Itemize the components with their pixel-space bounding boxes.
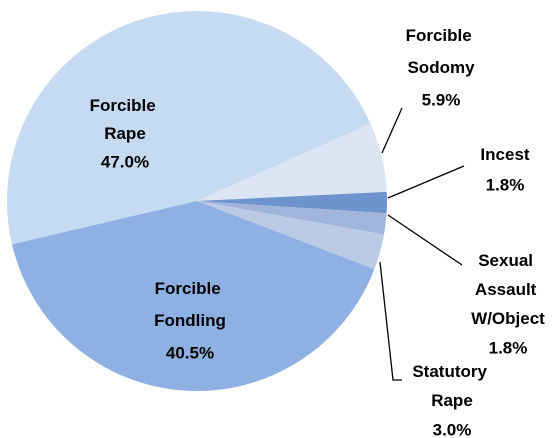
label-line: Forcible	[155, 279, 226, 298]
pie-slice	[197, 201, 387, 235]
label-line: Rape	[431, 391, 473, 410]
category-label: Sexual Assault W/Object	[471, 251, 545, 328]
value-label: 1.8%	[486, 175, 525, 194]
label-line: Fondling	[154, 311, 226, 330]
category-label: Forcible Rape	[90, 96, 161, 143]
pie-slice	[12, 201, 375, 392]
category-label: Forcible Fondling	[154, 279, 226, 330]
pie-slice	[197, 123, 387, 201]
label-line: W/Object	[471, 309, 545, 328]
label-line: Statutory	[412, 362, 491, 381]
leader-line	[379, 261, 402, 381]
category-label: Forcible Sodomy	[406, 26, 477, 77]
category-label: Incest	[480, 145, 529, 164]
value-label: 1.8%	[489, 338, 528, 357]
leader-line	[387, 165, 465, 199]
label-line: Rape	[104, 124, 146, 143]
leader-line	[381, 107, 403, 154]
category-label: Statutory Rape	[412, 362, 491, 410]
label-line: Sodomy	[407, 58, 475, 77]
value-label: 40.5%	[166, 343, 214, 362]
label-line: Forcible	[90, 96, 161, 115]
pie-slice	[6, 10, 371, 245]
value-label: 3.0%	[433, 420, 472, 438]
leader-line	[387, 214, 463, 266]
label-line: Assault	[475, 280, 541, 299]
value-label: 5.9%	[422, 90, 461, 109]
label-line: Incest	[480, 145, 529, 164]
pie-slice	[197, 191, 387, 214]
value-label: 47.0%	[101, 152, 149, 171]
pie	[6, 10, 387, 392]
label-line: Forcible	[406, 26, 477, 45]
label-line: Sexual	[478, 251, 538, 270]
pie-slice	[197, 201, 384, 270]
